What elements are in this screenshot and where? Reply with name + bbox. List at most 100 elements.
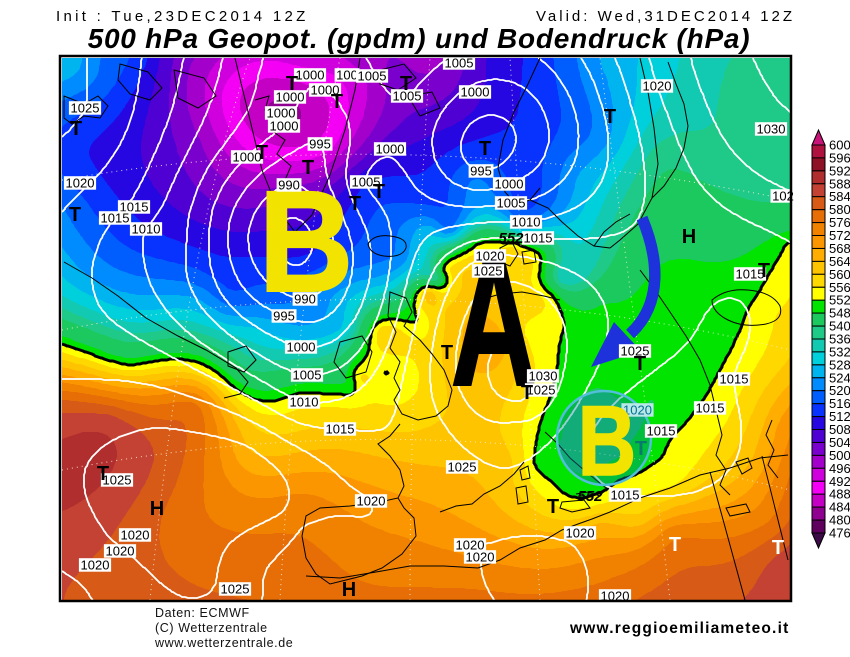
- svg-text:552: 552: [829, 293, 850, 308]
- svg-text:516: 516: [829, 396, 850, 411]
- svg-text:T: T: [302, 157, 314, 179]
- svg-text:T: T: [604, 106, 616, 128]
- svg-text:1020: 1020: [476, 249, 505, 264]
- svg-text:100: 100: [336, 68, 358, 83]
- svg-text:548: 548: [829, 306, 850, 321]
- svg-text:1005: 1005: [393, 89, 422, 104]
- svg-text:1000: 1000: [311, 83, 340, 98]
- svg-text:552: 552: [577, 488, 603, 505]
- svg-text:484: 484: [829, 500, 850, 515]
- svg-text:T: T: [373, 181, 385, 203]
- svg-text:1000: 1000: [287, 340, 316, 355]
- svg-text:995: 995: [309, 137, 331, 152]
- svg-text:T: T: [97, 463, 109, 485]
- svg-text:Valid: Wed,31DEC2014 12Z: Valid: Wed,31DEC2014 12Z: [536, 8, 795, 25]
- svg-text:H: H: [682, 226, 696, 248]
- svg-text:1015: 1015: [326, 422, 355, 437]
- svg-text:1000: 1000: [495, 177, 524, 192]
- svg-text:500 hPa Geopot. (gpdm) und Bod: 500 hPa Geopot. (gpdm) und Bodendruck (h…: [88, 23, 751, 54]
- svg-text:1030: 1030: [529, 369, 558, 384]
- svg-text:568: 568: [829, 241, 850, 256]
- svg-text:492: 492: [829, 474, 850, 489]
- svg-text:Daten: ECMWF: Daten: ECMWF: [155, 606, 250, 620]
- svg-text:1020: 1020: [643, 79, 672, 94]
- svg-text:596: 596: [829, 150, 850, 165]
- svg-text:556: 556: [829, 280, 850, 295]
- svg-text:T: T: [400, 73, 412, 95]
- svg-text:1000: 1000: [276, 90, 305, 105]
- svg-text:1000: 1000: [270, 119, 299, 134]
- svg-text:T: T: [635, 438, 647, 460]
- svg-text:102: 102: [772, 189, 794, 204]
- svg-text:560: 560: [829, 267, 850, 282]
- svg-text:580: 580: [829, 202, 850, 217]
- svg-text:1000: 1000: [296, 68, 325, 83]
- svg-text:480: 480: [829, 513, 850, 528]
- svg-text:1025: 1025: [527, 383, 556, 398]
- svg-text:584: 584: [829, 189, 850, 204]
- svg-text:T: T: [349, 193, 361, 215]
- svg-text:T: T: [256, 142, 268, 164]
- svg-text:524: 524: [829, 370, 850, 385]
- svg-text:540: 540: [829, 319, 850, 334]
- svg-text:1015: 1015: [696, 401, 725, 416]
- svg-text:1015: 1015: [120, 200, 149, 215]
- svg-text:T: T: [772, 537, 784, 559]
- svg-text:1000: 1000: [461, 85, 490, 100]
- svg-text:1020: 1020: [81, 558, 110, 573]
- svg-text:1025: 1025: [103, 473, 132, 488]
- svg-text:T: T: [669, 534, 681, 556]
- svg-text:www.reggioemiliameteo.it: www.reggioemiliameteo.it: [569, 620, 789, 637]
- svg-text:1025: 1025: [221, 582, 250, 597]
- svg-text:1010: 1010: [132, 222, 161, 237]
- svg-text:588: 588: [829, 176, 850, 191]
- svg-text:564: 564: [829, 254, 850, 269]
- svg-text:1025: 1025: [621, 344, 650, 359]
- svg-text:528: 528: [829, 357, 850, 372]
- svg-text:T: T: [70, 118, 82, 140]
- svg-text:1015: 1015: [720, 372, 749, 387]
- svg-text:1030: 1030: [757, 122, 786, 137]
- svg-text:1020: 1020: [466, 550, 495, 565]
- svg-text:1020: 1020: [66, 176, 95, 191]
- svg-text:532: 532: [829, 344, 850, 359]
- svg-text:T: T: [286, 73, 298, 95]
- svg-text:T: T: [441, 342, 453, 364]
- svg-text:T: T: [521, 382, 533, 404]
- svg-text:572: 572: [829, 228, 850, 243]
- svg-text:1020: 1020: [121, 528, 150, 543]
- svg-text:536: 536: [829, 332, 850, 347]
- svg-text:1005: 1005: [445, 56, 474, 71]
- svg-text:1005: 1005: [358, 69, 387, 84]
- svg-text:592: 592: [829, 163, 850, 178]
- svg-text:H: H: [342, 579, 356, 601]
- svg-text:1000: 1000: [376, 142, 405, 157]
- svg-text:H: H: [150, 498, 164, 520]
- svg-text:990: 990: [278, 178, 300, 193]
- svg-text:1015: 1015: [611, 488, 640, 503]
- svg-text:1020: 1020: [106, 544, 135, 559]
- svg-text:508: 508: [829, 422, 850, 437]
- svg-text:1015: 1015: [736, 267, 765, 282]
- svg-text:1025: 1025: [71, 101, 100, 116]
- svg-text:1020: 1020: [456, 538, 485, 553]
- svg-text:T: T: [547, 496, 559, 518]
- svg-text:T: T: [634, 353, 646, 375]
- svg-text:B: B: [578, 386, 637, 496]
- svg-text:1015: 1015: [101, 211, 130, 226]
- svg-text:1010: 1010: [512, 215, 541, 230]
- svg-text:1005: 1005: [352, 175, 381, 190]
- svg-text:1000: 1000: [233, 150, 262, 165]
- svg-text:500: 500: [829, 448, 850, 463]
- svg-text:995: 995: [470, 164, 492, 179]
- svg-text:T: T: [758, 260, 770, 282]
- svg-text:1005: 1005: [293, 368, 322, 383]
- svg-text:T: T: [331, 91, 343, 113]
- svg-text:1000: 1000: [267, 106, 296, 121]
- svg-text:1025: 1025: [448, 460, 477, 475]
- svg-text:576: 576: [829, 215, 850, 230]
- svg-text:552: 552: [498, 230, 524, 247]
- svg-text:488: 488: [829, 487, 850, 502]
- svg-text:Init : Tue,23DEC2014 12Z: Init : Tue,23DEC2014 12Z: [56, 8, 309, 25]
- svg-text:1020: 1020: [357, 494, 386, 509]
